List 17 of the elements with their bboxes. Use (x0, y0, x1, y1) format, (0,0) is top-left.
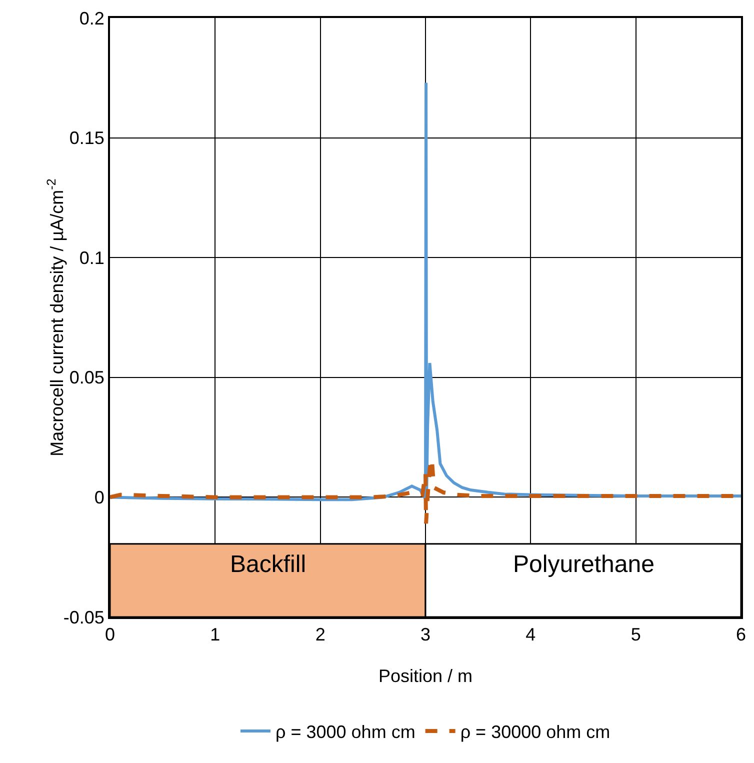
legend-label: ρ = 30000 ohm cm (460, 722, 610, 742)
x-tick-label: 2 (315, 624, 326, 645)
band-label: Polyurethane (513, 551, 654, 578)
y-tick-label: 0.05 (69, 368, 104, 388)
legend-label: ρ = 3000 ohm cm (276, 722, 416, 742)
y-tick-label: 0 (94, 488, 104, 508)
x-tick-label: 3 (420, 624, 431, 645)
x-axis-title: Position / m (378, 666, 473, 686)
y-tick-label: 0.2 (79, 8, 104, 28)
y-tick-label: -0.05 (63, 607, 104, 628)
band-label: Backfill (230, 551, 306, 578)
x-tick-label: 4 (526, 624, 536, 645)
y-tick-label: 0.1 (79, 248, 104, 268)
y-tick-label: 0.15 (69, 128, 104, 148)
x-tick-label: 5 (630, 624, 641, 645)
x-tick-label: 6 (736, 624, 746, 645)
x-tick-label: 1 (210, 624, 220, 645)
